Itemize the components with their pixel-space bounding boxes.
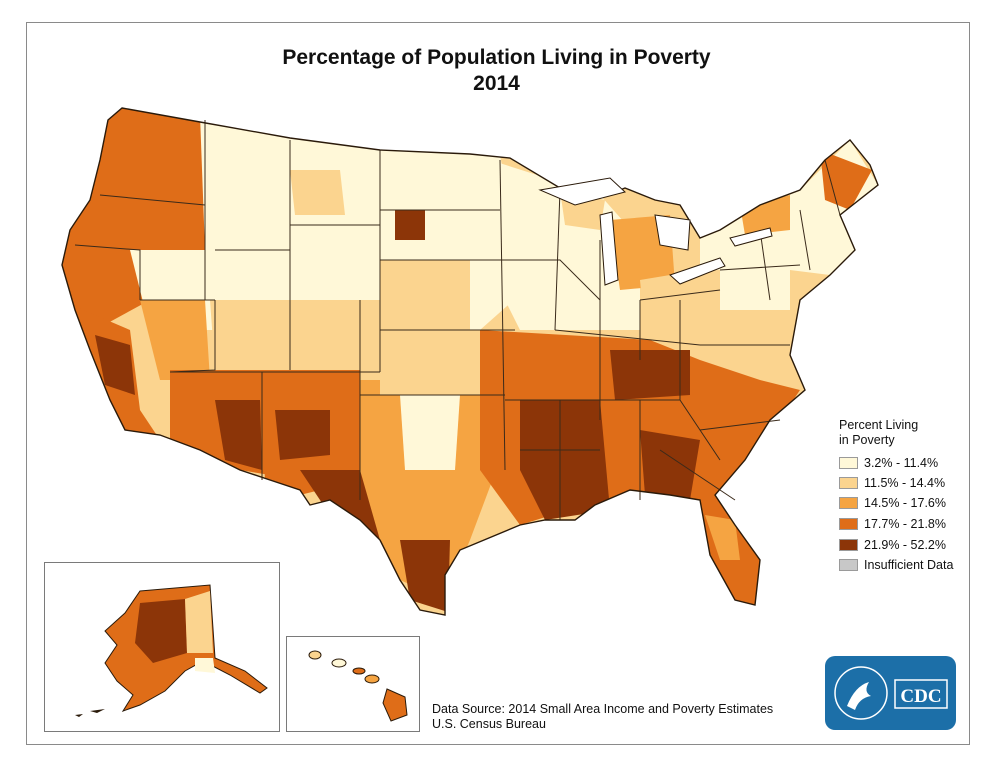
legend-swatch [839,559,858,571]
alaska-south-central [195,658,215,673]
figure-frame [26,22,970,745]
data-source-line1: Data Source: 2014 Small Area Income and … [432,702,774,716]
lake-erie [669,257,726,285]
map-title: Percentage of Population Living in Pover… [282,46,711,69]
lake-ontario [729,227,773,247]
region-nebraska-kansas [380,260,470,330]
legend-swatch [839,518,858,530]
region-mountain-west [200,115,385,300]
island-kauai [308,650,322,660]
region-rio-grande-valley [400,540,450,612]
island-oahu [331,658,347,668]
island-maui [364,674,380,684]
region-central-valley [95,335,135,395]
island-molokai [352,667,366,675]
legend-label: 14.5% - 17.6% [864,496,946,510]
legend-label: 11.5% - 14.4% [864,476,946,490]
legend-swatch [839,539,858,551]
region-utah [210,300,300,370]
legend-swatch [839,457,858,469]
legend-item: 17.7% - 21.8% [839,517,946,531]
region-central-florida [705,515,740,560]
legend-title-line2: in Poverty [839,433,895,447]
legend-item: 14.5% - 17.6% [839,496,946,510]
legend-swatch [839,497,858,509]
data-source-line2: U.S. Census Bureau [432,717,546,731]
legend-label: 17.7% - 21.8% [864,517,946,531]
legend-title-line1: Percent Living [839,418,919,432]
alaska-interior-high [135,599,187,663]
region-appalachia [610,350,690,400]
hawaii-map [308,650,408,722]
region-georgia-south [640,430,700,500]
region-mid-atlantic [720,260,790,310]
aleutian-islands [75,709,105,717]
hawaii-inset [286,636,420,732]
region-montana-central [290,170,345,215]
legend-label: Insufficient Data [864,558,954,572]
map-year: 2014 [473,72,520,95]
region-texas [360,380,500,600]
lake-superior [538,177,627,206]
region-mississippi-delta [520,400,610,520]
region-reservation-sd [395,210,425,240]
legend-swatch [839,477,858,489]
cdc-logo-text: CDC [900,686,941,707]
legend-label: 3.2% - 11.4% [864,456,939,470]
lake-huron [654,214,691,251]
legend-title: Percent Living in Poverty [839,418,949,448]
alaska-inset [44,562,280,732]
hhs-eagle-icon: CDC [834,666,948,720]
region-navajo [215,400,262,470]
great-lakes [538,177,773,286]
region-maine [820,150,872,210]
region-nevada [140,300,210,380]
alaska-map [75,584,268,717]
lake-michigan [599,211,619,286]
legend-item: 21.9% - 52.2% [839,538,946,552]
island-hawaii [382,688,408,722]
region-central-texas-low [400,395,460,470]
legend-item: 11.5% - 14.4% [839,476,945,490]
alaska-east [185,591,213,653]
legend-item: 3.2% - 11.4% [839,456,938,470]
legend-item: Insufficient Data [839,558,953,572]
region-oklahoma [380,330,505,395]
legend-label: 21.9% - 52.2% [864,538,946,552]
data-source: Data Source: 2014 Small Area Income and … [432,702,773,732]
state-boundaries [74,120,841,520]
cdc-logo: CDC [825,656,956,730]
region-nm-south [275,410,330,460]
